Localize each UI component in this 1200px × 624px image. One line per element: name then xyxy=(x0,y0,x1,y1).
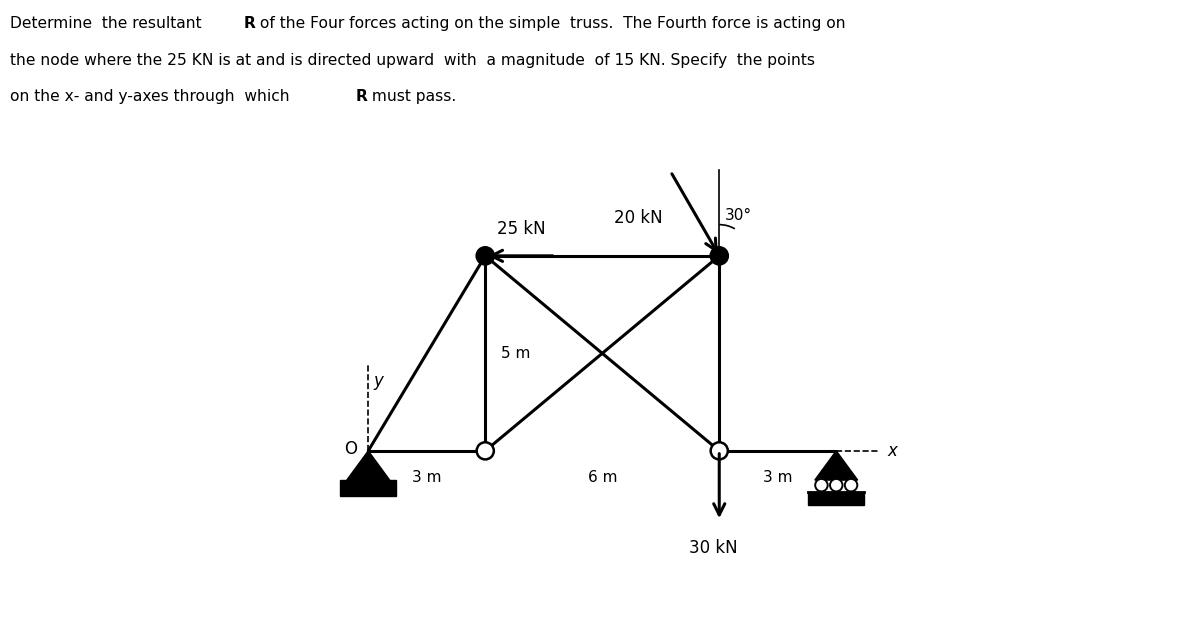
Text: 25 kN: 25 kN xyxy=(497,220,546,238)
Text: O: O xyxy=(344,440,358,458)
Polygon shape xyxy=(815,451,858,480)
Text: 5 m: 5 m xyxy=(500,346,530,361)
Circle shape xyxy=(710,442,728,459)
Text: Determine  the resultant: Determine the resultant xyxy=(10,16,211,31)
Text: the node where the 25 KN is at and is directed upward  with  a magnitude  of 15 : the node where the 25 KN is at and is di… xyxy=(10,53,815,68)
Polygon shape xyxy=(340,480,396,495)
Text: 3 m: 3 m xyxy=(763,470,792,485)
Text: 30 kN: 30 kN xyxy=(689,539,738,557)
Text: R: R xyxy=(355,89,367,104)
Text: 6 m: 6 m xyxy=(588,470,617,485)
Text: R: R xyxy=(244,16,256,31)
Text: 20 kN: 20 kN xyxy=(614,208,662,227)
Circle shape xyxy=(815,479,828,492)
Polygon shape xyxy=(808,492,864,505)
Circle shape xyxy=(710,247,728,265)
Text: y: y xyxy=(373,372,383,389)
Text: 30°: 30° xyxy=(725,208,752,223)
Circle shape xyxy=(476,247,494,265)
Circle shape xyxy=(476,442,494,459)
Circle shape xyxy=(830,479,842,492)
Text: x: x xyxy=(887,442,896,460)
Text: 3 m: 3 m xyxy=(412,470,442,485)
Text: must pass.: must pass. xyxy=(367,89,456,104)
Polygon shape xyxy=(347,451,390,480)
Text: on the x- and y-axes through  which: on the x- and y-axes through which xyxy=(10,89,299,104)
Text: of the Four forces acting on the simple  truss.  The Fourth force is acting on: of the Four forces acting on the simple … xyxy=(256,16,846,31)
Circle shape xyxy=(845,479,857,492)
